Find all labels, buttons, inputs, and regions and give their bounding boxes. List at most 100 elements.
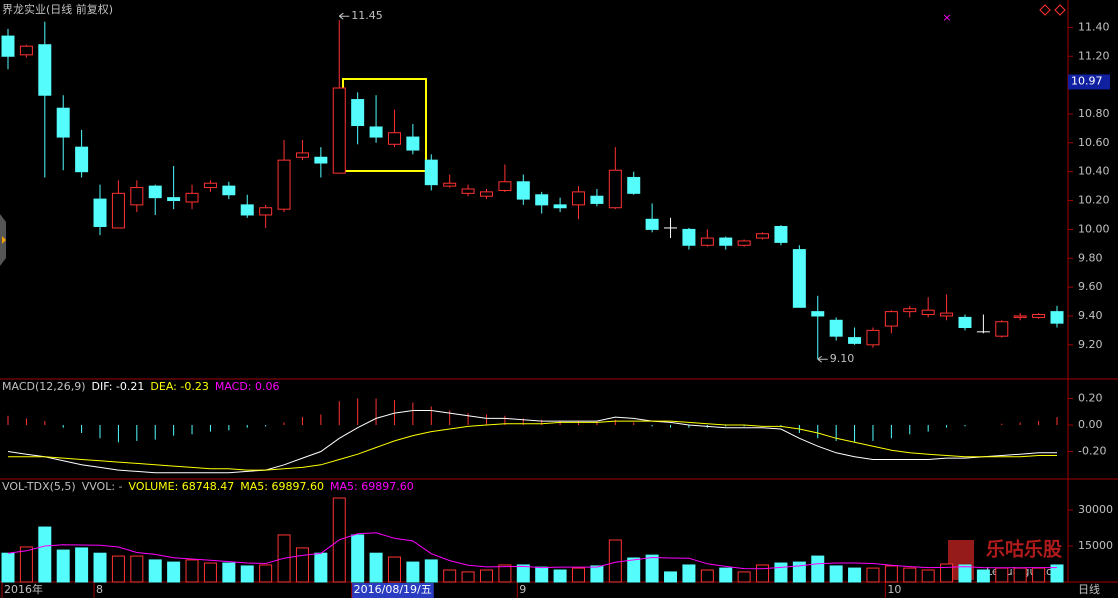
candle-body <box>351 99 365 127</box>
volume-bar <box>940 563 954 583</box>
side-tab-arrow <box>2 236 6 244</box>
volume-bar <box>93 552 107 583</box>
candle-body <box>535 194 549 206</box>
volume-bar <box>884 565 898 583</box>
y-tick-label: 11.40 <box>1078 20 1110 33</box>
candle-body <box>332 87 346 174</box>
candle-body <box>829 319 843 337</box>
volume-bar <box>866 567 880 583</box>
volume-bar <box>995 567 1009 583</box>
candle-body <box>130 187 144 206</box>
candle-body <box>387 132 401 145</box>
candle-body <box>792 249 806 308</box>
y-tick-label: 10.40 <box>1078 165 1110 178</box>
candle-body <box>259 207 273 216</box>
y-tick-label: 30000 <box>1078 503 1113 516</box>
candle-body <box>148 185 162 199</box>
x-tick-label: 8 <box>96 583 103 596</box>
volume-bar <box>921 569 935 583</box>
candle-body <box>590 195 604 204</box>
volume-bar <box>424 559 438 583</box>
volume-bar <box>314 552 328 583</box>
volume-bar <box>737 571 751 583</box>
volume-bar <box>829 565 843 583</box>
chart-title: 界龙实业(日线 前复权) <box>2 2 113 16</box>
last-price-box <box>1068 74 1110 90</box>
candle-body <box>737 240 751 246</box>
volume-bar <box>111 555 125 583</box>
volume-bar <box>958 564 972 583</box>
candle-body <box>19 45 33 56</box>
volume-bar <box>608 539 622 583</box>
volume-bar <box>719 567 733 583</box>
y-tick-label: 11.20 <box>1078 49 1110 62</box>
volume-bar <box>848 567 862 583</box>
legend-item: MACD: 0.06 <box>215 380 280 393</box>
volume-bar <box>572 567 586 583</box>
volume-bar <box>553 569 567 583</box>
volume-bar <box>295 547 309 583</box>
volume-bar <box>774 562 788 583</box>
candle-body <box>38 44 52 96</box>
candle-body <box>553 204 567 209</box>
annotation: 9.10 <box>830 352 855 365</box>
volume-bar <box>535 566 549 583</box>
macd-line <box>7 410 1057 474</box>
y-tick-label: 10.20 <box>1078 194 1110 207</box>
candle-body <box>940 312 954 317</box>
candle-body <box>111 192 125 229</box>
x-tick-label: 10 <box>887 583 901 596</box>
volume-bar <box>369 552 383 583</box>
y-tick-label: 9.40 <box>1078 309 1103 322</box>
volume-bar <box>498 564 512 583</box>
candle-body <box>75 146 89 173</box>
candle-body <box>995 321 1009 337</box>
candle-body <box>314 156 328 164</box>
volume-bar <box>1013 567 1027 583</box>
volume-bar <box>148 559 162 583</box>
candle-body <box>572 191 586 206</box>
annotation-arrow <box>338 12 350 20</box>
volume-bar <box>461 571 475 583</box>
candle-body <box>1032 314 1046 318</box>
candle-body <box>369 126 383 138</box>
y-tick-label: 0.00 <box>1078 418 1103 431</box>
period-label: 日线 <box>1078 582 1100 596</box>
macd-line <box>8 420 1057 471</box>
window-icons[interactable] <box>1039 4 1066 16</box>
candle-body <box>1050 311 1064 324</box>
y-tick-label: 9.80 <box>1078 251 1103 264</box>
legend-item: VOLUME: 68748.47 <box>129 480 235 493</box>
panel-title: VOL-TDX(5,5) <box>2 480 76 493</box>
candle-body <box>295 152 309 158</box>
candle-body <box>682 228 696 246</box>
volume-bar <box>811 555 825 583</box>
volume-bar <box>756 564 770 583</box>
volume-bar <box>406 561 420 583</box>
panel-title: MACD(12,26,9) <box>2 380 86 393</box>
volume-bar <box>645 554 659 583</box>
volume-bar <box>700 569 714 583</box>
candle-body <box>240 204 254 216</box>
watermark-title: 乐咕乐股 <box>986 539 1062 561</box>
y-tick-label: 0.20 <box>1078 392 1103 405</box>
ma-line <box>7 532 1057 570</box>
y-tick-label: -0.20 <box>1078 445 1106 458</box>
candle-body <box>627 176 641 194</box>
candle-body <box>884 311 898 327</box>
candle-body <box>185 192 199 203</box>
legend-item: DEA: -0.23 <box>150 380 208 393</box>
candle-body <box>774 226 788 243</box>
y-tick-label: 9.20 <box>1078 338 1103 351</box>
candle-body <box>756 233 770 239</box>
candle-body <box>167 197 181 202</box>
candle-body <box>719 237 733 246</box>
candle-body <box>222 185 236 196</box>
volume-bar <box>167 561 181 583</box>
volume-bar <box>1032 567 1046 583</box>
marker: × <box>942 11 951 24</box>
volume-bar <box>976 569 990 583</box>
candle-body <box>645 218 659 230</box>
volume-bar <box>259 564 273 583</box>
